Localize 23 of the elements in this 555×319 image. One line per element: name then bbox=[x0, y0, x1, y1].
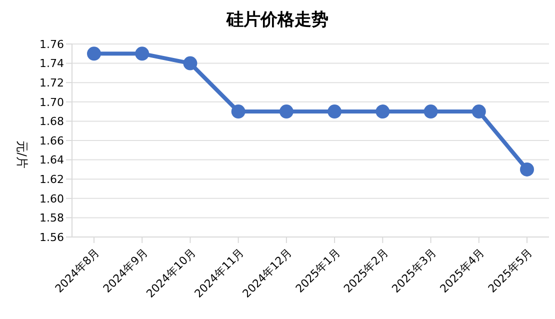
point bbox=[183, 56, 198, 70]
point bbox=[376, 104, 390, 119]
y-tick-label: 1.70 bbox=[40, 96, 64, 109]
y-tick-label: 1.56 bbox=[40, 230, 64, 244]
point bbox=[328, 104, 342, 119]
y-tick-label: 1.64 bbox=[40, 154, 64, 167]
chart-title: 硅片价格走势 bbox=[225, 9, 330, 31]
y-tick-label: 1.68 bbox=[40, 115, 64, 128]
point bbox=[472, 104, 486, 119]
y-tick-label: 1.74 bbox=[40, 57, 64, 70]
point bbox=[87, 46, 101, 61]
y-tick-label: 1.66 bbox=[40, 134, 64, 148]
point bbox=[279, 104, 294, 119]
y-tick-label: 1.62 bbox=[40, 173, 64, 186]
y-tick-label: 1.58 bbox=[40, 212, 64, 225]
y-tick-label: 1.76 bbox=[40, 38, 64, 51]
point bbox=[231, 104, 246, 119]
y-axis-title: 元/片 bbox=[14, 140, 29, 169]
point bbox=[424, 104, 438, 119]
y-tick-label: 1.60 bbox=[40, 192, 64, 206]
point bbox=[520, 162, 534, 176]
point bbox=[135, 46, 150, 61]
y-tick-label: 1.72 bbox=[40, 76, 64, 90]
